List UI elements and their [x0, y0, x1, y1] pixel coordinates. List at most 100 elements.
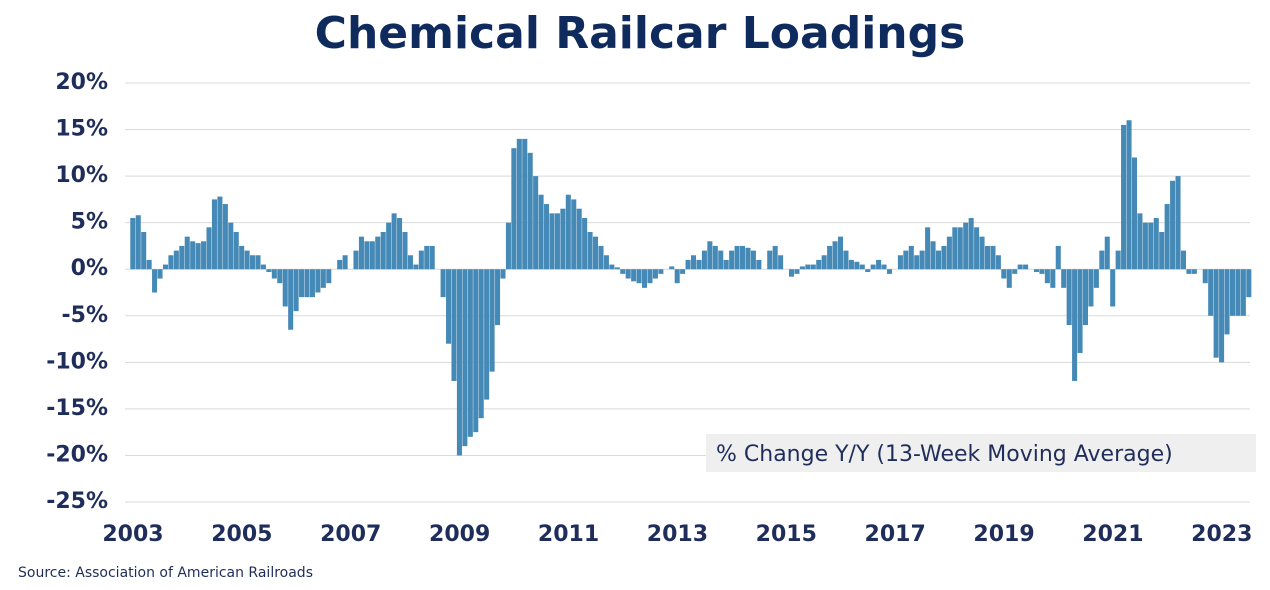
- bar: [691, 255, 697, 270]
- bar: [293, 269, 299, 312]
- bar: [631, 269, 637, 282]
- bar: [1121, 124, 1127, 270]
- bar: [767, 250, 773, 270]
- bar: [1126, 120, 1132, 270]
- bar: [233, 231, 239, 270]
- bar: [979, 236, 985, 270]
- bar: [1093, 269, 1099, 288]
- bar: [941, 245, 947, 270]
- x-tick-label: 2007: [320, 522, 381, 547]
- bar: [135, 215, 141, 270]
- bar: [222, 204, 228, 270]
- bar: [636, 269, 642, 284]
- bar: [195, 243, 201, 270]
- bar: [201, 241, 207, 270]
- bar: [870, 264, 876, 270]
- bar: [712, 245, 718, 270]
- bar: [810, 264, 816, 270]
- bar: [1240, 269, 1246, 316]
- y-tick-label: 5%: [71, 210, 108, 235]
- bar: [603, 255, 609, 270]
- bar: [380, 231, 386, 270]
- bar: [805, 264, 811, 270]
- bar: [1110, 269, 1116, 307]
- x-tick-label: 2023: [1191, 522, 1252, 547]
- bar: [304, 269, 310, 298]
- bar: [407, 255, 413, 270]
- bar: [1023, 264, 1029, 270]
- bar: [130, 218, 136, 270]
- bar: [358, 236, 364, 270]
- bar: [832, 241, 838, 270]
- bar: [353, 250, 359, 270]
- bar: [952, 227, 958, 270]
- bar: [576, 208, 582, 270]
- x-tick-label: 2003: [102, 522, 163, 547]
- bar: [1186, 269, 1192, 274]
- bar: [799, 266, 805, 270]
- bar: [865, 269, 871, 273]
- bar: [190, 241, 196, 270]
- y-tick-label: 0%: [71, 256, 108, 281]
- x-tick-label: 2011: [538, 522, 599, 547]
- chart-title: Chemical Railcar Loadings: [315, 8, 966, 59]
- annotation: % Change Y/Y (13-Week Moving Average): [716, 442, 1173, 467]
- bar: [968, 218, 974, 270]
- bar: [451, 269, 457, 381]
- bar: [1131, 157, 1137, 270]
- bar: [1153, 218, 1159, 270]
- bar: [794, 269, 800, 274]
- bar: [538, 194, 544, 270]
- bar: [1175, 176, 1181, 270]
- annotation-box: [706, 434, 1256, 472]
- bar: [211, 199, 217, 270]
- bar: [1235, 269, 1241, 316]
- bar: [935, 250, 942, 270]
- bar: [1208, 269, 1214, 316]
- bar: [974, 227, 980, 270]
- bar: [391, 213, 397, 270]
- bar: [560, 208, 566, 270]
- bar: [1202, 269, 1208, 284]
- bar: [914, 255, 920, 270]
- bar: [788, 269, 795, 277]
- bar: [342, 255, 348, 270]
- bar: [1050, 269, 1056, 288]
- bar: [250, 255, 256, 270]
- bar: [609, 264, 615, 270]
- bar: [402, 231, 408, 270]
- bar: [647, 269, 653, 284]
- bar: [816, 259, 822, 270]
- bar: [157, 269, 163, 279]
- bar: [739, 245, 746, 270]
- bars: [130, 120, 1252, 456]
- bar: [527, 152, 533, 270]
- bar: [375, 236, 381, 270]
- bar: [184, 236, 190, 270]
- bar: [674, 269, 680, 284]
- bar: [277, 269, 283, 284]
- bar: [1148, 222, 1154, 270]
- bar: [658, 269, 664, 274]
- bar: [500, 269, 506, 279]
- bar: [995, 255, 1001, 270]
- bar: [587, 231, 593, 270]
- bar: [146, 259, 152, 270]
- bar: [897, 255, 903, 270]
- bar: [1066, 269, 1072, 326]
- bar: [168, 255, 174, 270]
- y-tick-label: -25%: [46, 489, 108, 514]
- bar: [1115, 250, 1121, 270]
- bar: [1219, 269, 1225, 363]
- bar: [456, 269, 462, 456]
- bar: [946, 236, 952, 270]
- bar: [511, 148, 517, 270]
- bar: [320, 269, 326, 288]
- bar: [680, 269, 686, 274]
- bar: [446, 269, 452, 344]
- bar: [984, 245, 991, 270]
- bar: [593, 236, 599, 270]
- bar: [598, 245, 604, 270]
- bar: [1104, 236, 1110, 270]
